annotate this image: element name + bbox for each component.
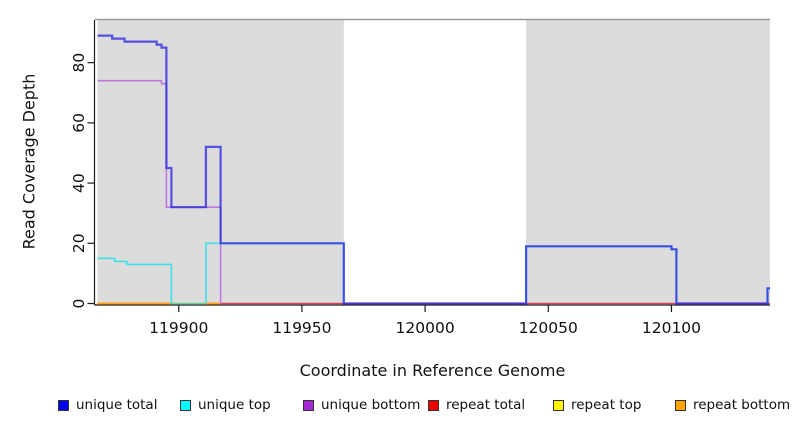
- x-tick-label: 120050: [519, 319, 578, 337]
- y-tick-label: 20: [70, 233, 88, 253]
- x-tick-label: 119900: [149, 319, 208, 337]
- plot-svg: 119900 119950 120000 120050 120100 0 20 40 60 80: [70, 18, 770, 337]
- legend-swatch: [553, 400, 564, 412]
- y-tick-label: 80: [70, 53, 88, 73]
- legend-label: repeat bottom: [693, 397, 791, 413]
- legend-label: unique top: [198, 397, 271, 413]
- x-tick-label: 120000: [396, 319, 455, 337]
- x-tick-label: 119950: [272, 319, 331, 337]
- series-unique-total: [97, 34, 770, 305]
- y-tick-label: 60: [70, 113, 88, 133]
- series-line: [97, 34, 770, 305]
- y-tick-label: 0: [70, 299, 88, 309]
- legend-item-unique-top: unique top: [180, 397, 271, 413]
- shaded-region: [526, 20, 770, 304]
- legend-swatch: [303, 400, 314, 412]
- axes: [87, 20, 770, 312]
- legend-swatch: [180, 400, 191, 412]
- legend-label: repeat top: [571, 397, 642, 413]
- x-tick-label: 120100: [642, 319, 701, 337]
- legend-swatch: [428, 400, 439, 412]
- legend-label: unique bottom: [321, 397, 421, 413]
- legend-swatch: [58, 400, 69, 412]
- legend-item-repeat-total: repeat total: [428, 397, 526, 413]
- y-tick-label: 40: [70, 173, 88, 193]
- legend-label: repeat total: [446, 397, 526, 413]
- legend-label: unique total: [76, 397, 158, 413]
- legend-item-unique-bottom: unique bottom: [303, 397, 421, 413]
- y-axis-title: Read Coverage Depth: [19, 73, 39, 250]
- series-line: [97, 257, 173, 304]
- shaded-regions: [97, 20, 770, 304]
- legend-item-repeat-bottom: repeat bottom: [675, 397, 791, 413]
- legend-item-unique-total: unique total: [58, 397, 158, 413]
- legend-swatch: [675, 400, 686, 412]
- legend-item-repeat-top: repeat top: [553, 397, 642, 413]
- x-axis-title: Coordinate in Reference Genome: [299, 361, 566, 380]
